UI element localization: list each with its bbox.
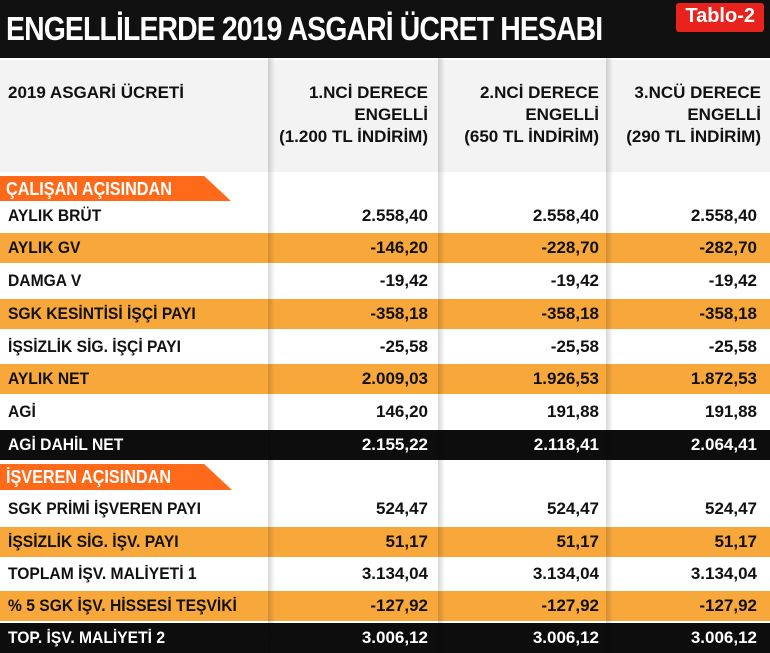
row-label: SGK KESİNTİSİ İŞÇİ PAYI [8,304,196,323]
value-degree-1: -146,20 [370,238,428,257]
value-degree-3: 2.064,41 [690,435,757,454]
section-employee: ÇALIŞAN AÇISINDAN [0,176,232,202]
value-degree-2: -127,92 [541,596,599,615]
row-label: İŞSİZLİK SİG. İŞV. PAYI [8,532,179,551]
value-degree-2: -19,42 [550,271,599,290]
table-row: % 5 SGK İŞV. HİSSESİ TEŞVİKİ -127,92 -12… [0,591,770,621]
value-degree-2: 3.006,12 [532,628,599,647]
title-bar: ENGELLİLERDE 2019 ASGARİ ÜCRET HESABI Ta… [0,0,770,58]
row-label: İŞSİZLİK SİG. İŞÇİ PAYI [8,337,181,356]
value-degree-1: 2.155,22 [361,435,428,454]
value-degree-1: 146,20 [376,402,428,421]
table-row-total: TOP. İŞV. MALİYETİ 2 3.006,12 3.006,12 3… [0,623,770,653]
value-degree-2: -25,58 [550,337,599,356]
table-row: AYLIK BRÜT 2.558,40 2.558,40 2.558,40 [0,201,770,231]
value-degree-3: 524,47 [705,499,757,518]
row-label: TOP. İŞV. MALİYETİ 2 [8,628,166,647]
value-degree-2: 524,47 [547,499,599,518]
header-degree-2: 2.NCİ DERECE ENGELLİ (650 TL İNDİRİM) [464,83,599,146]
value-degree-1: -358,18 [370,304,428,323]
row-label: TOPLAM İŞV. MALİYETİ 1 [8,564,197,583]
table-row: AGİ 146,20 191,88 191,88 [0,397,770,427]
section-employee-label: ÇALIŞAN AÇISINDAN [6,179,172,199]
value-degree-3: -25,58 [708,337,757,356]
value-degree-1: 51,17 [385,532,428,551]
table-row: AYLIK NET 2.009,03 1.926,53 1.872,53 [0,364,770,394]
value-degree-1: 524,47 [376,499,428,518]
table-row: TOPLAM İŞV. MALİYETİ 1 3.134,04 3.134,04… [0,559,770,589]
page-title: ENGELLİLERDE 2019 ASGARİ ÜCRET HESABI [6,10,603,47]
value-degree-1: 2.558,40 [361,206,428,225]
value-degree-2: 2.558,40 [532,206,599,225]
value-degree-2: 3.134,04 [532,564,599,583]
header-base-wage: 2019 ASGARİ ÜCRETİ [8,83,185,102]
header-degree-1: 1.NCİ DERECE ENGELLİ (1.200 TL İNDİRİM) [279,83,428,146]
row-label: AGİ [8,402,36,421]
table-row: SGK PRİMİ İŞVEREN PAYI 524,47 524,47 524… [0,494,770,524]
row-label: AGİ DAHİL NET [8,435,124,454]
value-degree-3: -127,92 [699,596,757,615]
table-row: İŞSİZLİK SİG. İŞÇİ PAYI -25,58 -25,58 -2… [0,332,770,362]
value-degree-2: 1.926,53 [532,369,599,388]
value-degree-3: 2.558,40 [690,206,757,225]
value-degree-1: 3.134,04 [361,564,428,583]
value-degree-1: -19,42 [379,271,428,290]
table-row: DAMGA V -19,42 -19,42 -19,42 [0,266,770,296]
value-degree-1: -25,58 [379,337,428,356]
table-row: SGK KESİNTİSİ İŞÇİ PAYI -358,18 -358,18 … [0,299,770,329]
value-degree-2: -358,18 [541,304,599,323]
section-employer: İŞVEREN AÇISINDAN [0,464,232,490]
row-label: % 5 SGK İŞV. HİSSESİ TEŞVİKİ [8,596,237,615]
table-number-badge: Tablo-2 [676,3,764,32]
table-row: AYLIK GV -146,20 -228,70 -282,70 [0,233,770,263]
value-degree-3: 3.006,12 [690,628,757,647]
row-label: SGK PRİMİ İŞVEREN PAYI [8,499,201,518]
value-degree-2: 51,17 [556,532,599,551]
row-label: AYLIK GV [8,238,81,257]
value-degree-3: 3.134,04 [690,564,757,583]
row-label: AYLIK NET [8,369,90,388]
value-degree-3: 51,17 [714,532,757,551]
table-row: İŞSİZLİK SİG. İŞV. PAYI 51,17 51,17 51,1… [0,527,770,557]
value-degree-1: 3.006,12 [361,628,428,647]
value-degree-3: -282,70 [699,238,757,257]
value-degree-3: -19,42 [708,271,757,290]
value-degree-1: -127,92 [370,596,428,615]
header-degree-3: 3.NCÜ DERECE ENGELLİ (290 TL İNDİRİM) [626,83,761,146]
row-label: DAMGA V [8,271,82,290]
table-row-total: AGİ DAHİL NET 2.155,22 2.118,41 2.064,41 [0,430,770,460]
value-degree-3: 191,88 [705,402,757,421]
value-degree-3: 1.872,53 [690,369,757,388]
row-label: AYLIK BRÜT [8,206,102,225]
section-employer-label: İŞVEREN AÇISINDAN [6,467,172,487]
value-degree-2: 2.118,41 [533,435,599,454]
value-degree-1: 2.009,03 [361,369,428,388]
value-degree-2: -228,70 [541,238,599,257]
column-header-row: 2019 ASGARİ ÜCRETİ 1.NCİ DERECE ENGELLİ … [0,60,770,172]
value-degree-3: -358,18 [699,304,757,323]
value-degree-2: 191,88 [547,402,599,421]
